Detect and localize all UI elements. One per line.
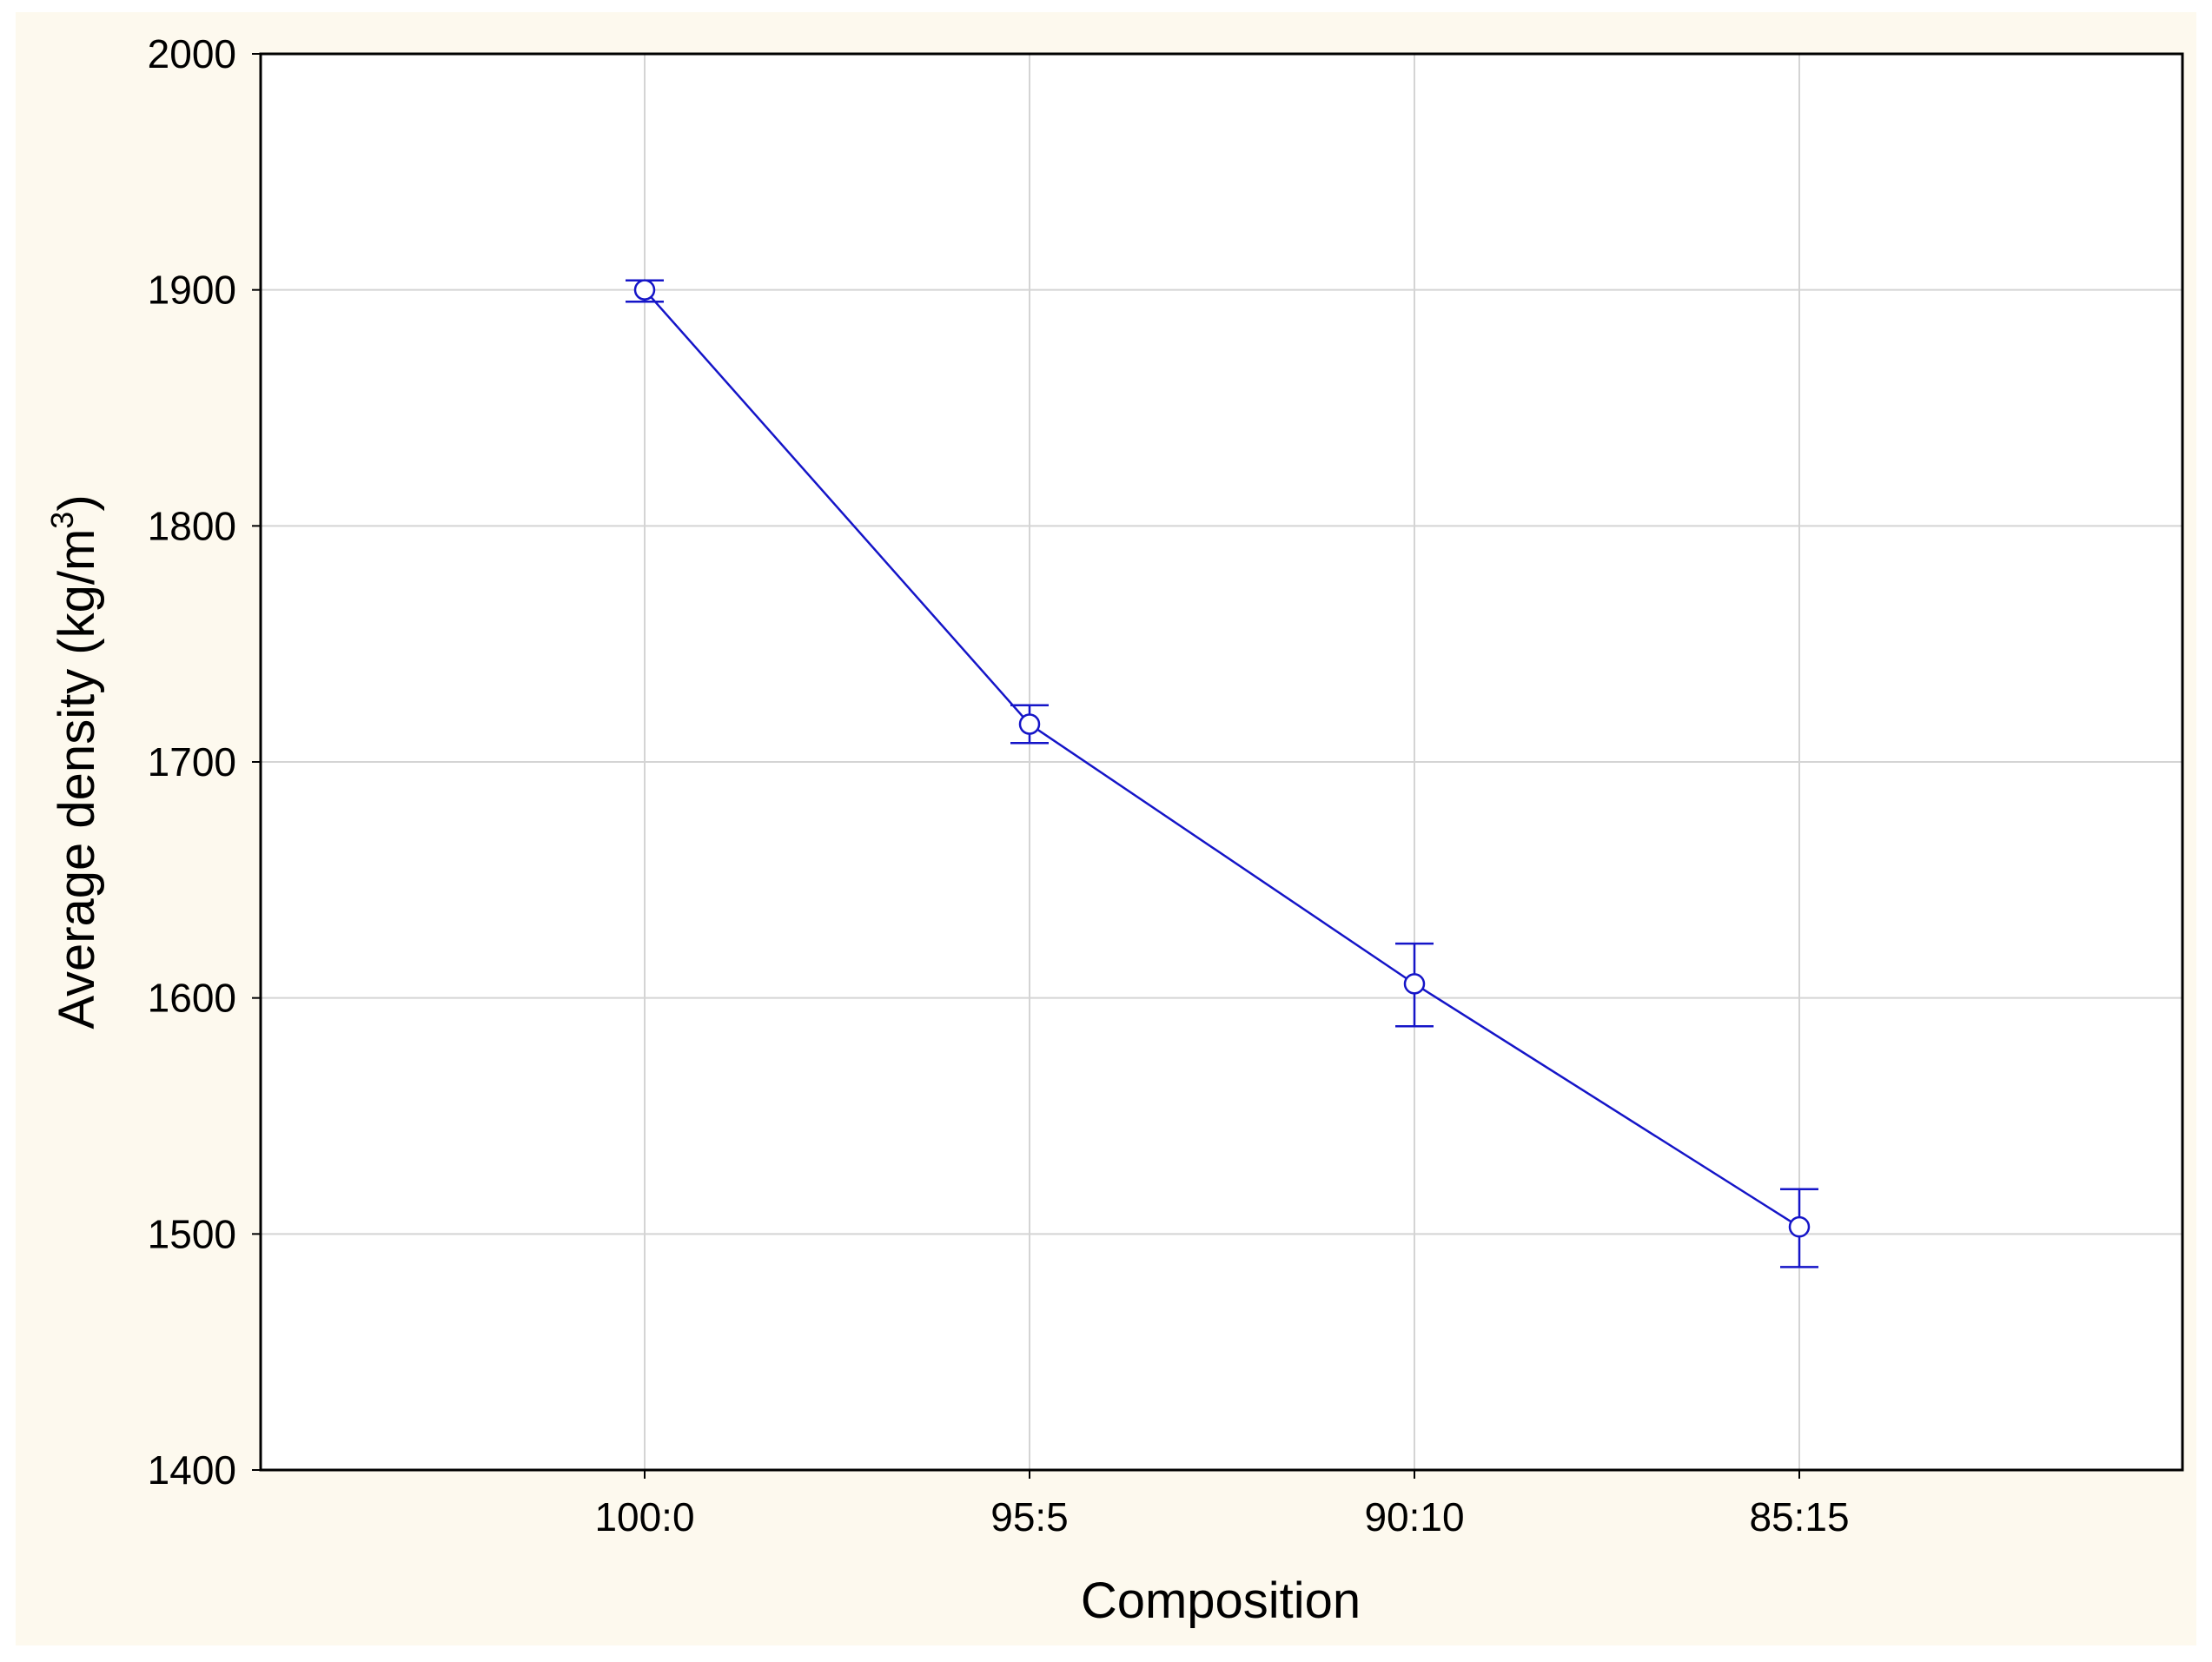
y-axis-title-main: Average density (kg/m	[49, 529, 105, 1030]
grid	[261, 54, 2182, 1470]
x-tick-label-3: 85:15	[1749, 1494, 1849, 1540]
y-axis-title: Average density (kg/m3)	[44, 494, 105, 1029]
data-point-1	[1018, 713, 1041, 735]
y-tick-label-1600: 1600	[148, 976, 236, 1021]
x-tick-label-2: 90:10	[1364, 1494, 1464, 1540]
data-point-0	[633, 279, 656, 301]
y-tick-label-1700: 1700	[148, 739, 236, 785]
y-tick-label-1800: 1800	[148, 503, 236, 548]
y-tick-label-2000: 2000	[148, 31, 236, 76]
x-axis-title: Composition	[1081, 1573, 1361, 1629]
y-axis-ticks: 1400 1500 1600 1700 1800 1900 2000	[148, 31, 261, 1493]
y-tick-label-1400: 1400	[148, 1447, 236, 1493]
data-point-2	[1403, 973, 1426, 995]
series-line-0	[644, 288, 1800, 1228]
y-tick-label-1500: 1500	[148, 1211, 236, 1256]
series-density	[644, 288, 1800, 1228]
x-axis-ticks: 100:0 95:5 90:10 85:15	[594, 1470, 1850, 1540]
data-markers	[633, 279, 1811, 1238]
x-tick-label-1: 95:5	[990, 1494, 1069, 1540]
x-tick-label-0: 100:0	[594, 1494, 694, 1540]
y-tick-label-1900: 1900	[148, 268, 236, 313]
y-axis-title-superscript: 3	[44, 512, 80, 529]
y-axis-title-suffix: )	[49, 494, 105, 511]
data-point-3	[1788, 1215, 1811, 1238]
